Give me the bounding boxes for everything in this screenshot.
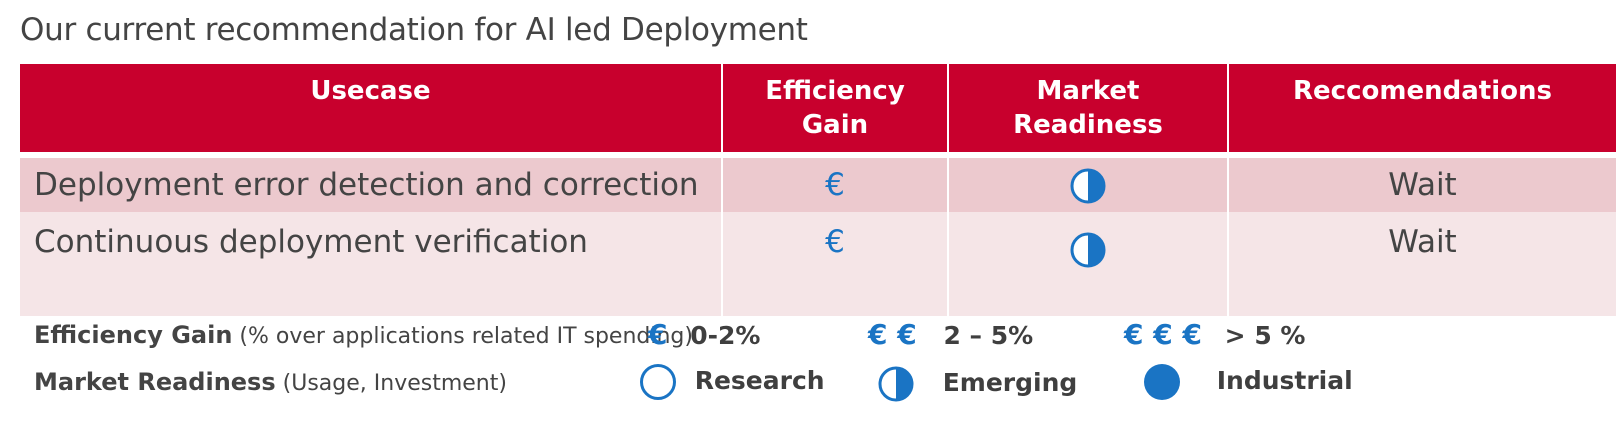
half-circle-icon [878,366,914,402]
legend-readiness-item: Research [640,364,825,400]
legend-readiness-text: Industrial [1216,366,1353,395]
page-title: Our current recommendation for AI led De… [20,12,808,48]
legend-efficiency-item: € € 2 – 5% [868,318,1033,351]
header-market-readiness: Market Readiness [948,64,1229,152]
legend-efficiency-range: > 5 % [1224,321,1306,350]
euro-icon: € € [868,318,917,351]
legend-readiness: Market Readiness (Usage, Investment) [34,368,507,396]
recommendation-cell: Wait [1228,212,1616,316]
header-usecase: Usecase [20,64,723,152]
efficiency-cell: € [722,212,949,316]
empty-circle-icon [640,364,676,400]
euro-icon: € [648,318,668,351]
legend-readiness-text: Emerging [942,368,1078,397]
euro-icon: € [825,167,845,203]
header-market-readiness-text: Market Readiness [1013,76,1163,140]
euro-icon: € [825,224,845,260]
readiness-cell [948,212,1229,316]
half-circle-icon [1070,168,1106,204]
recommendation-cell: Wait [1228,158,1616,212]
legend-efficiency-note: (% over applications related IT spending… [239,324,693,349]
header-efficiency-gain-text: Efficiency Gain [765,76,905,140]
table-row: Deployment error detection and correctio… [20,158,1616,212]
usecase-cell: Deployment error detection and correctio… [20,158,723,212]
legend-readiness-text: Research [694,366,825,395]
header-recommendations: Reccomendations [1228,64,1616,152]
euro-icon: € € € [1124,318,1202,351]
full-circle-icon [1144,364,1180,400]
readiness-cell [948,158,1229,212]
header-efficiency-gain: Efficiency Gain [722,64,949,152]
legend-efficiency-item: € € € > 5 % [1124,318,1305,351]
legend-efficiency-range: 0-2% [690,321,761,350]
legend-readiness-item: Industrial [1144,364,1353,400]
legend-efficiency: Efficiency Gain (% over applications rel… [34,321,693,349]
half-circle-icon [1070,232,1106,268]
legend-efficiency-label: Efficiency Gain [34,321,233,349]
legend-efficiency-item: € 0-2% [648,318,760,351]
usecase-cell: Continuous deployment verification [20,212,723,316]
legend-readiness-note: (Usage, Investment) [282,371,507,396]
table-header-row: Usecase Efficiency Gain Market Readiness… [20,64,1616,152]
legend-efficiency-range: 2 – 5% [943,321,1034,350]
legend-readiness-item: Emerging [878,366,1077,402]
recommendation-table: Usecase Efficiency Gain Market Readiness… [20,64,1616,316]
efficiency-cell: € [722,158,949,212]
table-row: Continuous deployment verification € Wai… [20,212,1616,316]
legend-readiness-label: Market Readiness [34,368,276,396]
